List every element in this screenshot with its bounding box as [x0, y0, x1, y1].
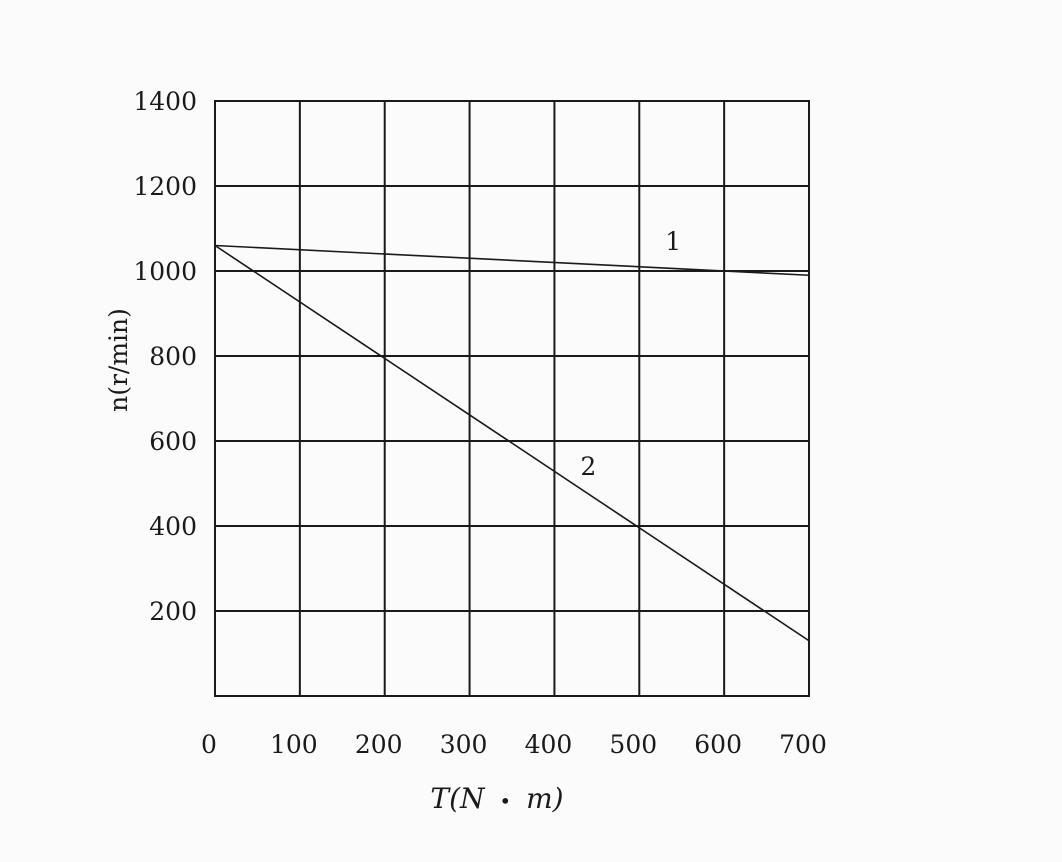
x-tick-label: 0	[201, 730, 217, 759]
y-tick-label: 1200	[133, 172, 197, 201]
y-tick-label: 1000	[133, 257, 197, 286]
x-axis-title-part: m)	[526, 782, 563, 815]
plot-frame	[214, 100, 810, 697]
x-axis-title: T(N • m)	[430, 782, 563, 815]
x-tick-label: 600	[694, 730, 742, 759]
x-axis-title-part: T(N	[430, 782, 486, 815]
x-tick-label: 500	[609, 730, 657, 759]
y-tick-label: 600	[149, 427, 197, 456]
x-tick-label: 300	[440, 730, 488, 759]
y-tick-label: 800	[149, 342, 197, 371]
y-axis-title: n(r/min)	[104, 308, 133, 412]
series-lines	[214, 244, 810, 642]
x-axis-title-dot: •	[499, 789, 511, 813]
grid	[215, 101, 809, 696]
series-label-2: 2	[580, 452, 596, 481]
x-tick-label: 700	[779, 730, 827, 759]
series-labels: 12	[580, 227, 681, 481]
y-tick-label: 1400	[133, 87, 197, 116]
y-tick-label: 400	[149, 512, 197, 541]
x-tick-label: 200	[355, 730, 403, 759]
x-tick-label: 400	[525, 730, 573, 759]
series-label-1: 1	[665, 227, 681, 256]
x-tick-label: 100	[270, 730, 318, 759]
plot-border	[214, 100, 810, 697]
y-tick-labels: 200 400 600 800 1000 1200 1400	[133, 87, 197, 626]
y-tick-label: 200	[149, 597, 197, 626]
series-line-1	[214, 244, 810, 277]
series-line-2	[214, 244, 810, 642]
x-tick-labels: 0 100 200 300 400 500 600 700	[201, 730, 827, 759]
